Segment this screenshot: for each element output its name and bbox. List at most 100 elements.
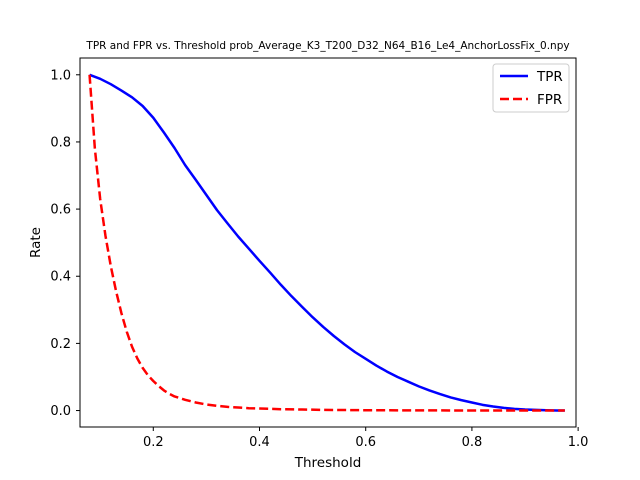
data-point-fpr — [136, 358, 138, 360]
data-point-fpr — [365, 409, 367, 411]
data-point-fpr — [142, 367, 144, 369]
data-point-tpr — [312, 316, 314, 318]
x-tick-label: 0.4 — [249, 435, 270, 450]
series-line-tpr — [89, 73, 565, 412]
data-point-fpr — [301, 409, 303, 411]
data-point-tpr — [365, 358, 367, 360]
data-point-fpr — [115, 290, 117, 292]
data-point-fpr — [216, 405, 218, 407]
data-point-tpr — [258, 260, 260, 262]
data-point-tpr — [184, 164, 186, 166]
data-point-tpr — [333, 335, 335, 337]
x-tick-label: 1.0 — [568, 435, 589, 450]
data-point-tpr — [152, 117, 154, 119]
legend-label-fpr: FPR — [537, 92, 562, 108]
data-point-fpr — [120, 312, 122, 314]
data-point-tpr — [386, 371, 388, 373]
data-point-tpr — [280, 284, 282, 286]
data-point-fpr — [94, 148, 96, 150]
data-point-fpr — [152, 380, 154, 382]
data-point-tpr — [418, 385, 420, 387]
data-point-fpr — [258, 408, 260, 410]
data-point-tpr — [174, 147, 176, 149]
data-point-tpr — [269, 272, 271, 274]
data-point-tpr — [163, 132, 165, 134]
data-point-fpr — [163, 389, 165, 391]
data-point-fpr — [131, 346, 133, 348]
plot-frame — [79, 57, 577, 428]
data-point-tpr — [216, 209, 218, 211]
data-point-tpr — [248, 248, 250, 250]
data-point-tpr — [110, 83, 112, 85]
data-point-fpr — [99, 198, 101, 200]
x-axis-ticks: 0.2 0.4 0.6 0.8 1.0 — [143, 427, 589, 450]
data-point-fpr — [158, 385, 160, 387]
data-point-tpr — [322, 326, 324, 328]
data-point-fpr — [147, 374, 149, 376]
data-point-tpr — [428, 389, 430, 391]
data-point-fpr — [126, 331, 128, 333]
legend-label-tpr: TPR — [536, 69, 563, 85]
data-point-tpr — [407, 381, 409, 383]
data-point-tpr — [227, 223, 229, 225]
data-point-fpr — [195, 401, 197, 403]
data-point-fpr — [110, 265, 112, 267]
data-point-fpr — [471, 409, 473, 411]
data-point-fpr — [524, 410, 526, 412]
data-point-fpr — [418, 409, 420, 411]
data-point-tpr — [471, 401, 473, 403]
data-point-tpr — [301, 306, 303, 308]
y-tick-label: 0.4 — [50, 270, 71, 285]
x-tick-label: 0.6 — [355, 435, 376, 450]
data-point-tpr — [195, 179, 197, 181]
data-point-tpr — [460, 399, 462, 401]
chart-title: TPR and FPR vs. Threshold prob_Average_K… — [85, 40, 569, 52]
data-point-tpr — [142, 105, 144, 107]
data-point-tpr — [290, 295, 292, 297]
data-point-tpr — [205, 194, 207, 196]
data-point-fpr — [280, 408, 282, 410]
data-point-tpr — [99, 78, 101, 80]
data-point-tpr — [439, 393, 441, 395]
data-point-tpr — [503, 407, 505, 409]
series-line-fpr — [88, 74, 565, 412]
data-point-fpr — [184, 399, 186, 401]
y-tick-label: 0.6 — [50, 203, 71, 218]
y-tick-label: 0.8 — [50, 135, 71, 150]
data-point-tpr — [482, 404, 484, 406]
x-axis-label: Threshold — [294, 455, 362, 471]
data-point-fpr — [248, 407, 250, 409]
y-axis-label: Rate — [28, 227, 44, 258]
y-tick-label: 0.0 — [50, 404, 71, 419]
y-tick-label: 0.2 — [50, 337, 71, 352]
data-point-fpr — [322, 409, 324, 411]
data-point-tpr — [492, 406, 494, 408]
data-point-tpr — [556, 409, 558, 411]
data-point-tpr — [375, 365, 377, 367]
series-tpr — [89, 73, 565, 412]
series-fpr — [88, 74, 566, 412]
data-point-fpr — [237, 407, 239, 409]
data-point-fpr — [205, 404, 207, 406]
data-point-fpr — [174, 395, 176, 397]
y-tick-label: 1.0 — [50, 68, 71, 83]
data-point-fpr — [168, 393, 170, 395]
x-tick-label: 0.8 — [462, 435, 483, 450]
data-point-tpr — [354, 351, 356, 353]
series-layer — [88, 73, 566, 412]
data-point-fpr — [104, 235, 106, 237]
data-point-fpr — [227, 406, 229, 408]
data-point-tpr — [450, 396, 452, 398]
data-point-fpr — [564, 410, 566, 412]
data-point-fpr — [89, 74, 91, 76]
data-point-tpr — [120, 90, 122, 92]
data-point-tpr — [343, 343, 345, 345]
x-tick-label: 0.2 — [143, 435, 164, 450]
data-point-tpr — [397, 376, 399, 378]
y-axis-ticks: 0.0 0.2 0.4 0.6 0.8 1.0 — [50, 68, 80, 419]
legend: TPR FPR — [492, 63, 570, 113]
data-point-tpr — [131, 96, 133, 98]
data-point-tpr — [237, 236, 239, 238]
